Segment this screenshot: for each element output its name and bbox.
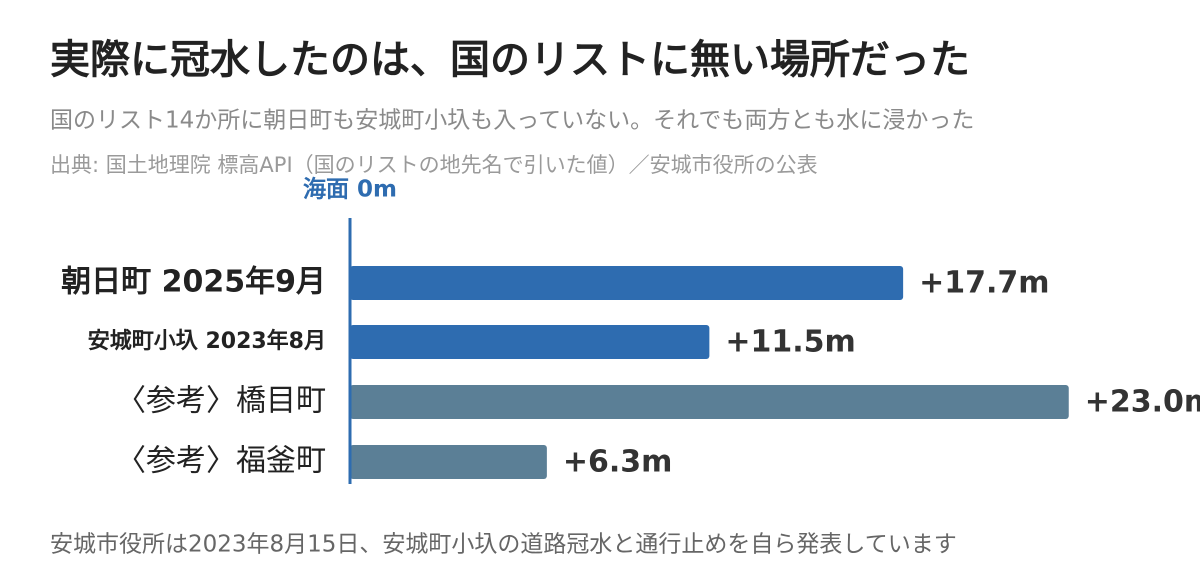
source: 出典: 国土地理院 標高API（国のリストの地先名で引いた値）／安城市役所の公表 (50, 153, 818, 177)
value-label: +23.0m (1085, 385, 1200, 420)
footnote: 安城市役所は2023年8月15日、安城町小圦の道路冠水と通行止めを自ら発表してい… (50, 532, 957, 558)
category-label: 〈参考〉福釜町 (116, 444, 326, 479)
category-label: 〈参考〉橋目町 (116, 384, 326, 419)
zero-annotation: 海面 0m (303, 176, 397, 203)
bar (350, 385, 1069, 419)
chart-title: 実際に冠水したのは、国のリストに無い場所だった (50, 37, 970, 83)
bar (350, 445, 547, 479)
category-label: 安城町小圦 2023年8月 (88, 328, 326, 354)
category-label: 朝日町 2025年9月 (61, 265, 326, 300)
value-label: +6.3m (563, 445, 673, 480)
value-label: +17.7m (919, 266, 1049, 301)
value-label: +11.5m (725, 325, 855, 360)
bar (350, 266, 904, 300)
subtitle: 国のリスト14か所に朝日町も安城町小圦も入っていない。それでも両方とも水に浸かっ… (50, 108, 974, 134)
bar (350, 325, 710, 359)
